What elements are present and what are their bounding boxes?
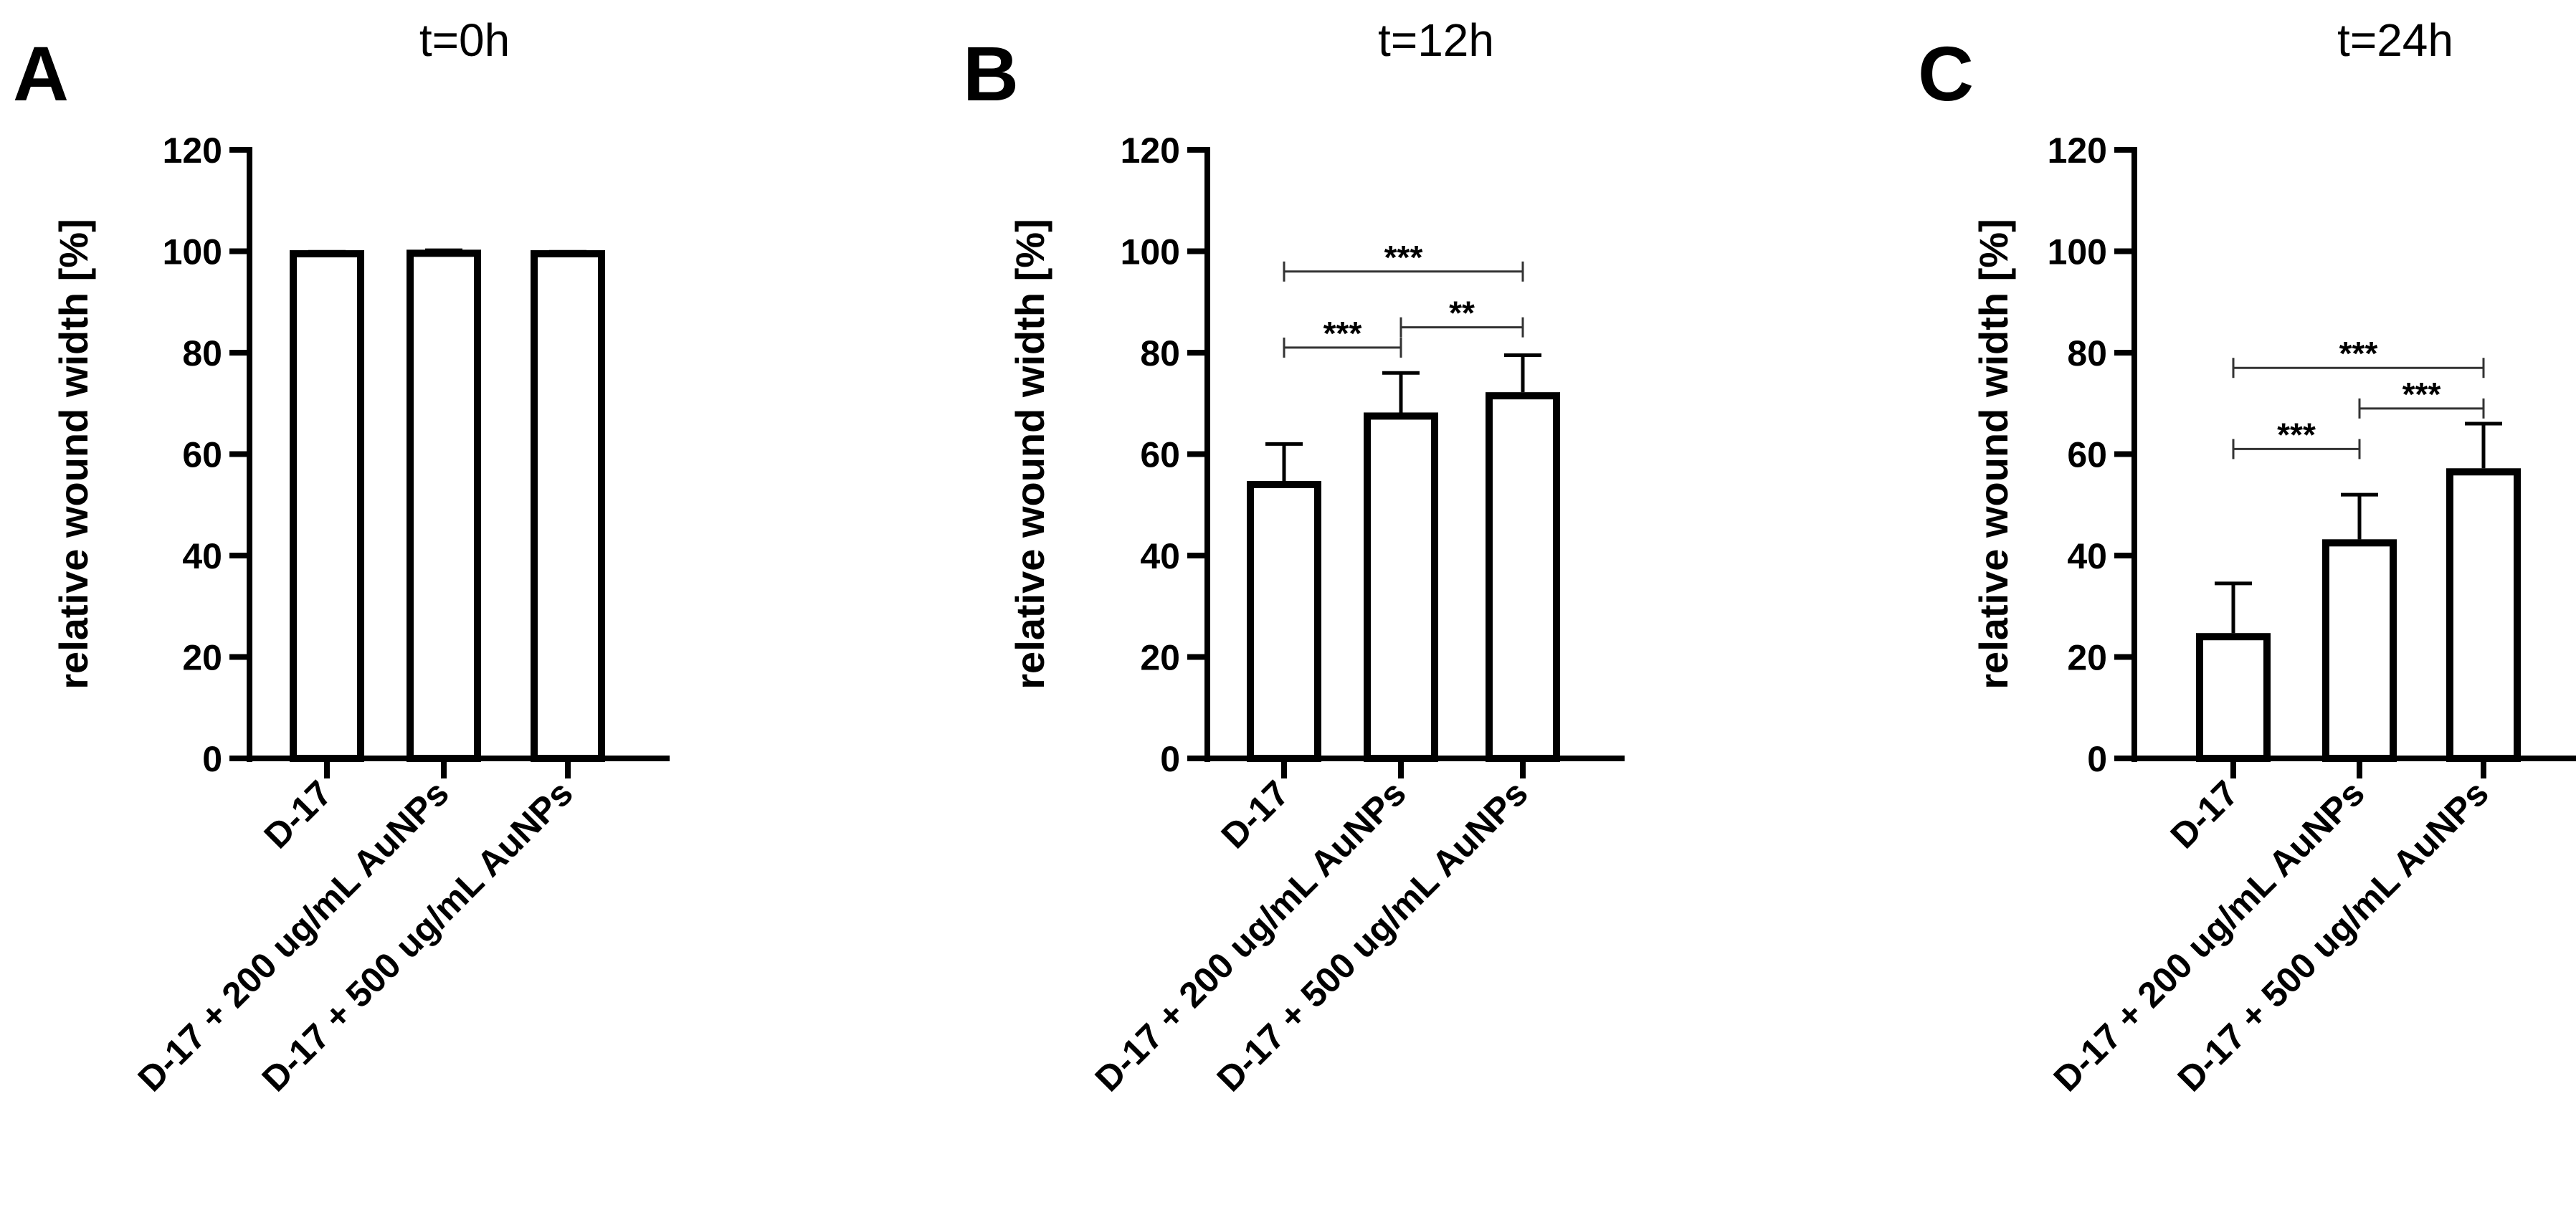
bar xyxy=(531,250,605,763)
category-label: D-17 xyxy=(257,773,340,856)
significance-label: *** xyxy=(1323,315,1362,352)
significance-label: *** xyxy=(2402,376,2441,413)
panel-title: t=24h xyxy=(2337,14,2453,66)
y-tick-label: 120 xyxy=(163,130,222,171)
bar xyxy=(290,250,364,763)
y-tick-label: 120 xyxy=(1121,130,1180,171)
panel-title: t=0h xyxy=(419,14,510,66)
y-axis-label: relative wound width [%] xyxy=(51,219,96,689)
y-tick-label: 40 xyxy=(1140,536,1180,576)
y-tick-label: 80 xyxy=(182,333,222,373)
y-tick-label: 100 xyxy=(2048,232,2107,272)
y-tick-label: 60 xyxy=(182,435,222,475)
category-label: D-17 xyxy=(2163,773,2246,856)
bar xyxy=(2196,633,2271,763)
y-tick-label: 20 xyxy=(1140,638,1180,678)
bar xyxy=(2322,539,2397,762)
panel-letter: B xyxy=(963,30,1019,117)
significance-label: *** xyxy=(2277,416,2316,453)
y-tick-label: 60 xyxy=(1140,435,1180,475)
y-tick-label: 0 xyxy=(1160,739,1180,779)
panel-title: t=12h xyxy=(1378,14,1494,66)
y-tick-label: 80 xyxy=(1140,333,1180,373)
y-tick-label: 40 xyxy=(182,536,222,576)
y-tick-label: 20 xyxy=(182,638,222,678)
y-axis-label: relative wound width [%] xyxy=(1007,219,1052,689)
panel-letter: C xyxy=(1918,30,1974,117)
y-axis-label: relative wound width [%] xyxy=(1971,219,2016,689)
bar xyxy=(1486,392,1560,762)
y-tick-label: 40 xyxy=(2067,536,2107,576)
category-label: D-17 xyxy=(1214,773,1297,856)
y-tick-label: 120 xyxy=(2048,130,2107,171)
bar xyxy=(2446,468,2521,762)
y-tick-label: 0 xyxy=(202,739,222,779)
y-tick-label: 100 xyxy=(163,232,222,272)
y-tick-label: 60 xyxy=(2067,435,2107,475)
y-tick-label: 0 xyxy=(2087,739,2107,779)
bar xyxy=(1364,412,1438,762)
y-tick-label: 80 xyxy=(2067,333,2107,373)
y-tick-label: 100 xyxy=(1121,232,1180,272)
significance-label: *** xyxy=(2339,335,2378,372)
bar xyxy=(1247,480,1321,762)
y-tick-label: 20 xyxy=(2067,638,2107,678)
bar xyxy=(407,249,481,762)
significance-label: *** xyxy=(1384,239,1423,276)
significance-label: ** xyxy=(1449,295,1475,332)
panel-letter: A xyxy=(13,30,69,117)
